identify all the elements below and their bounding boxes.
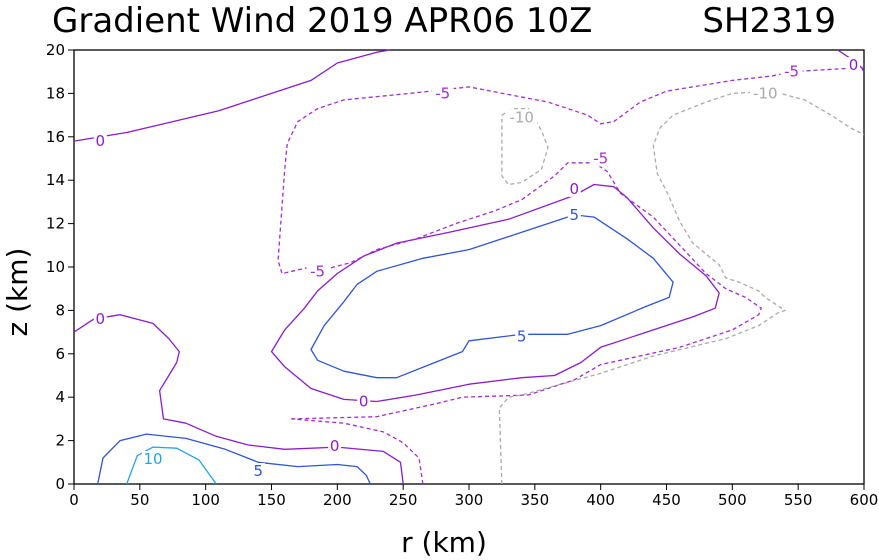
x-tick-label-5: 250 bbox=[389, 491, 418, 509]
x-tick-label-9: 450 bbox=[652, 491, 681, 509]
x-tick-label-3: 150 bbox=[257, 491, 286, 509]
x-tick-label-6: 300 bbox=[455, 491, 484, 509]
y-tick-label-9: 18 bbox=[46, 84, 65, 102]
contour-line-5-1 bbox=[97, 433, 371, 485]
svg-text:0: 0 bbox=[570, 180, 580, 198]
y-tick-label-2: 4 bbox=[55, 388, 65, 406]
y-tick-label-1: 2 bbox=[55, 432, 65, 450]
y-axis-ticks: 0 2 4 6 8 10 12 14 16 18 20 bbox=[46, 41, 74, 493]
contour-line-0-3 bbox=[73, 49, 391, 142]
svg-text:0: 0 bbox=[96, 132, 106, 150]
x-tick-label-0: 0 bbox=[69, 491, 79, 509]
y-tick-label-10: 20 bbox=[46, 41, 65, 59]
contour-label-12: -5 bbox=[589, 150, 612, 168]
contour-line-10-0 bbox=[126, 446, 217, 485]
y-tick-label-6: 12 bbox=[46, 215, 65, 233]
contour-label-9: 5 bbox=[515, 327, 529, 345]
contour-label-11: -5 bbox=[431, 84, 454, 102]
contour-line-neg10-9 bbox=[498, 90, 865, 485]
contour-label-1: 5 bbox=[251, 462, 265, 480]
plot-frame bbox=[73, 49, 865, 485]
y-tick-label-4: 8 bbox=[55, 301, 65, 319]
contour-label-5: 0 bbox=[847, 56, 860, 74]
x-tick-label-11: 550 bbox=[784, 491, 813, 509]
contour-label-13: -5 bbox=[780, 63, 803, 81]
contour-label-14: -10 bbox=[506, 108, 538, 126]
svg-text:-5: -5 bbox=[435, 84, 450, 102]
svg-text:-5: -5 bbox=[310, 262, 325, 280]
y-tick-label-8: 16 bbox=[46, 128, 65, 146]
svg-text:-5: -5 bbox=[593, 150, 608, 168]
x-tick-label-12: 600 bbox=[850, 491, 879, 509]
x-tick-label-4: 200 bbox=[323, 491, 352, 509]
svg-text:5: 5 bbox=[517, 327, 527, 345]
svg-text:5: 5 bbox=[570, 206, 580, 224]
x-axis-ticks: 0 50 100 150 200 250 300 350 400 450 500 550 600 bbox=[69, 484, 878, 509]
svg-text:-5: -5 bbox=[784, 63, 799, 81]
svg-text:0: 0 bbox=[96, 310, 106, 328]
contour-line-neg5-8 bbox=[277, 66, 865, 420]
x-axis-title: r (km) bbox=[401, 526, 487, 559]
contour-line-neg5-7 bbox=[291, 418, 424, 485]
svg-text:0: 0 bbox=[849, 56, 859, 74]
svg-text:5: 5 bbox=[254, 462, 264, 480]
contour-label-10: -5 bbox=[306, 262, 329, 280]
contour-label-2: 0 bbox=[328, 437, 342, 455]
y-tick-label-0: 0 bbox=[55, 475, 65, 493]
svg-text:10: 10 bbox=[143, 450, 162, 468]
y-axis-title: z (km) bbox=[1, 248, 34, 337]
contour-line-5-6 bbox=[310, 214, 674, 379]
contour-label-15: -10 bbox=[749, 84, 781, 102]
y-tick-label-7: 14 bbox=[46, 171, 65, 189]
y-tick-label-3: 6 bbox=[55, 345, 65, 363]
contour-label-4: 0 bbox=[93, 132, 107, 150]
storm-id: SH2319 bbox=[702, 1, 836, 41]
svg-text:-10: -10 bbox=[509, 108, 534, 126]
x-tick-label-8: 400 bbox=[586, 491, 615, 509]
x-tick-label-1: 50 bbox=[130, 491, 149, 509]
x-tick-label-10: 500 bbox=[718, 491, 747, 509]
contour-line-0-5 bbox=[270, 183, 720, 403]
contour-line-0-2 bbox=[73, 314, 404, 485]
y-tick-label-5: 10 bbox=[46, 258, 65, 276]
contour-labels: 10 5 0 0 0 0 0 0 5 5 -5 -5 -5 -5 -10 -10 bbox=[93, 56, 860, 480]
svg-text:0: 0 bbox=[330, 437, 340, 455]
contour-label-3: 0 bbox=[93, 310, 107, 328]
contour-label-7: 0 bbox=[567, 180, 581, 198]
svg-text:-10: -10 bbox=[753, 84, 778, 102]
contour-label-8: 5 bbox=[567, 206, 581, 224]
svg-text:0: 0 bbox=[359, 393, 369, 411]
contour-label-6: 0 bbox=[357, 393, 371, 411]
contour-label-0: 10 bbox=[142, 450, 164, 468]
contour-lines bbox=[73, 49, 865, 485]
x-tick-label-2: 100 bbox=[191, 491, 220, 509]
x-tick-label-7: 350 bbox=[521, 491, 550, 509]
chart-title: Gradient Wind 2019 APR06 10Z bbox=[52, 1, 592, 41]
